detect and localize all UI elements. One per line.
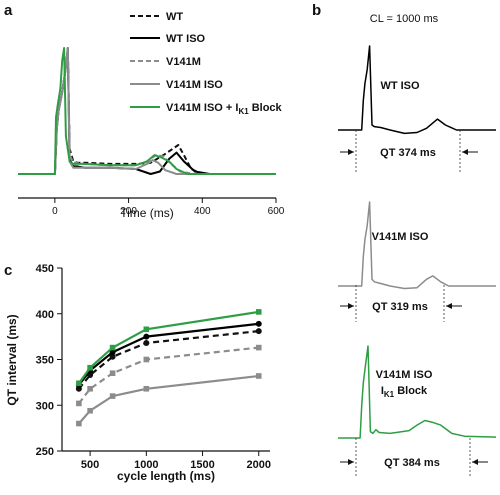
panel-c-ylabel: QT interval (ms) (5, 314, 19, 405)
trace-line-2 (338, 345, 497, 439)
legend-label-v141m-iso: V141M ISO (166, 79, 223, 91)
panel-label-b: b (312, 2, 321, 19)
legend-label-wt: WT (166, 11, 183, 23)
panel-c-xtick-label: 2000 (247, 459, 271, 471)
trace-label-wt-iso: WT ISO (380, 80, 420, 92)
trace-label-v141m-iso-block: V141M ISO (376, 369, 433, 381)
trace-line-0 (338, 45, 496, 135)
ik1-sub: K1 (384, 390, 395, 399)
panel-c-xtick-label: 1000 (134, 459, 158, 471)
panel-a-xtick-label: 400 (194, 206, 211, 217)
data-point-v141m (87, 385, 93, 392)
panel-c-ytick-label: 250 (36, 446, 54, 458)
data-point-v141m-iso-ik1-block (255, 309, 262, 315)
series-line-c-v141m-iso-ik1-block (78, 310, 259, 384)
data-point-v141m-iso-ik1-block (87, 364, 93, 371)
data-point-v141m-iso (109, 393, 116, 399)
legend-label-block-tail: Block (252, 102, 283, 114)
series-line-a-v141m-iso-ik1-block (18, 47, 276, 175)
panel-a-xlabel: Time (ms) (120, 206, 174, 220)
qt-marker-v141m-iso-block: QT 384 ms (340, 438, 488, 478)
data-point-v141m (143, 356, 150, 363)
data-point-v141m-iso (255, 373, 262, 379)
data-point-v141m (255, 344, 262, 351)
data-point-v141m (109, 370, 116, 377)
series-line-c-v141m (78, 346, 259, 405)
legend-label-block-main: V141M ISO + I (166, 102, 238, 114)
data-point-v141m-iso (87, 407, 93, 414)
data-point-v141m-iso-ik1-block (109, 344, 116, 351)
panel-b-traces: CL = 1000 ms WT ISO V141M ISO V141M ISO … (338, 13, 497, 478)
panel-c-ytick-label: 400 (36, 309, 54, 321)
legend-label-block-sub: K1 (238, 107, 249, 116)
ik1-tail: Block (394, 385, 428, 397)
panel-c-ytick-label: 300 (36, 400, 54, 412)
panel-c-chart: 250 300 350 400 450 500 1000 1500 2000 cycle len… (5, 263, 271, 483)
panel-b-title: CL = 1000 ms (370, 13, 439, 25)
data-point-wt (143, 340, 150, 347)
data-point-wt-iso (109, 349, 116, 356)
data-point-wt (255, 328, 262, 335)
qt-label-v141m-iso-block: QT 384 ms (384, 457, 440, 469)
panel-a-legend: WT WT ISO V141M V141M ISO V141M ISO + IK… (130, 11, 283, 116)
data-point-v141m-iso-ik1-block (143, 326, 150, 333)
data-point-v141m-iso-ik1-block (76, 380, 82, 387)
ik1-i: I (381, 385, 384, 397)
qt-marker-v141m-iso: QT 319 ms (340, 285, 462, 322)
panel-c-xlabel: cycle length (ms) (117, 469, 215, 483)
panel-a-xtick-label: 200 (120, 206, 137, 217)
data-point-wt (109, 353, 116, 360)
panel-c-ytick-label: 350 (36, 355, 54, 367)
series-line-c-v141m-iso (78, 374, 259, 425)
panel-a-xtick-label: 0 (52, 206, 58, 217)
panel-label-a: a (4, 2, 13, 19)
panel-label-c: c (4, 262, 12, 279)
qt-label-v141m-iso: QT 319 ms (372, 301, 428, 313)
data-point-wt-iso (255, 320, 262, 327)
qt-marker-wt-iso: QT 374 ms (340, 130, 478, 172)
trace-label-v141m-iso: V141M ISO (372, 231, 429, 243)
legend-label-v141m: V141M (166, 56, 201, 68)
legend-label-wt-iso: WT ISO (166, 33, 206, 45)
legend-label-block: V141M ISO + IK1 Block (166, 102, 283, 116)
panel-a-xtick-label: 600 (268, 206, 285, 217)
series-line-c-wt (78, 330, 259, 390)
series-line-a-v141m-iso (18, 47, 276, 175)
panel-c-xtick-label: 1500 (190, 459, 214, 471)
trace-line-1 (338, 201, 496, 290)
panel-c-xtick-label: 500 (81, 459, 99, 471)
panel-c-ytick-label: 450 (36, 263, 54, 275)
data-point-v141m-iso (143, 385, 150, 392)
trace-label-ik1-block: IK1 Block (381, 385, 428, 399)
data-point-v141m-iso (76, 420, 82, 427)
qt-label-wt-iso: QT 374 ms (380, 147, 436, 159)
data-point-wt-iso (143, 333, 150, 340)
panel-a-chart: 0 200 400 600 Time (ms) WT WT ISO V141M V14… (18, 11, 285, 220)
data-point-v141m (76, 400, 82, 407)
